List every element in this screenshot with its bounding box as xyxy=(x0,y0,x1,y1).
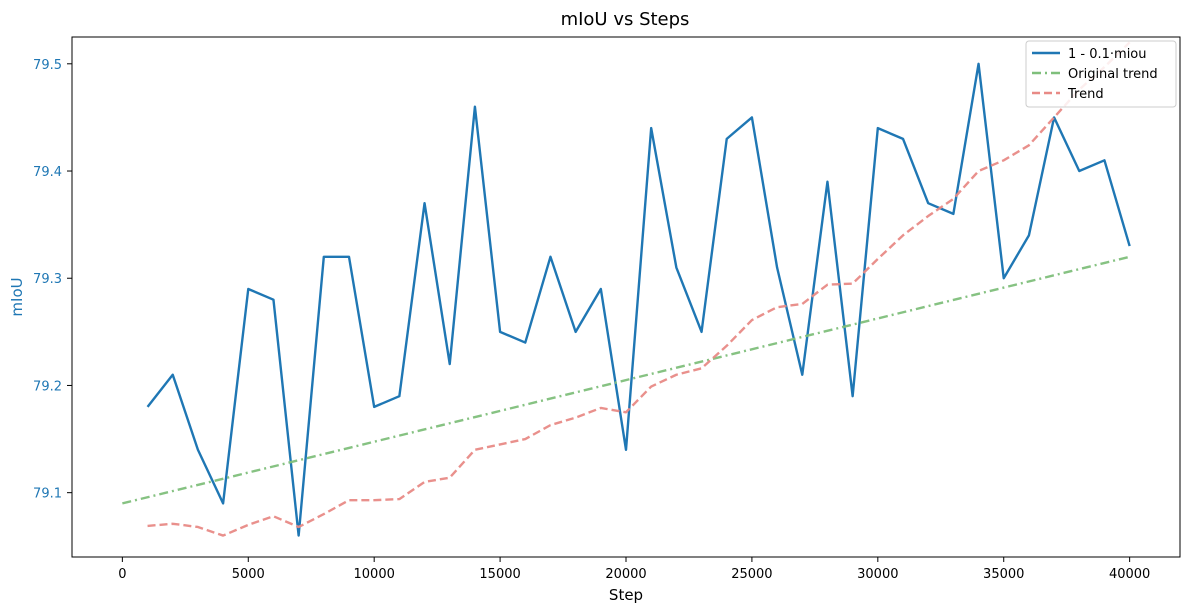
x-axis: 0 5000 10000 15000 20000 25000 30000 35000 40000 xyxy=(118,557,1150,582)
legend-label-trend: Trend xyxy=(1067,87,1104,102)
y-tick-label: 79.5 xyxy=(33,58,62,73)
x-tick-label: 0 xyxy=(118,567,126,582)
x-tick-label: 35000 xyxy=(983,567,1024,582)
legend: 1 - 0.1·miou Original trend Trend xyxy=(1025,40,1177,108)
series-line-original-trend xyxy=(122,255,1130,505)
series-line-1-0-1-miou xyxy=(146,62,1131,537)
x-axis-title: Step xyxy=(609,586,643,604)
legend-label-1-0-1-miou: 1 - 0.1·miou xyxy=(1068,47,1147,62)
x-tick-label: 25000 xyxy=(731,567,772,582)
legend-label-original-trend: Original trend xyxy=(1068,67,1158,82)
y-axis-title: mIoU xyxy=(8,277,26,316)
legend-box xyxy=(1025,40,1177,108)
y-axis: 79.1 79.2 79.3 79.4 79.5 xyxy=(33,58,72,502)
y-tick-label: 79.2 xyxy=(33,379,62,394)
chart-title: mIoU vs Steps xyxy=(561,9,690,30)
x-tick-label: 5000 xyxy=(232,567,265,582)
x-tick-label: 20000 xyxy=(605,567,646,582)
plot-area xyxy=(122,41,1131,537)
y-tick-label: 79.4 xyxy=(33,165,62,180)
x-tick-label: 30000 xyxy=(857,567,898,582)
y-tick-label: 79.3 xyxy=(33,272,62,287)
series-line-trend xyxy=(147,41,1131,537)
x-tick-label: 15000 xyxy=(479,567,520,582)
x-tick-label: 10000 xyxy=(354,567,395,582)
x-tick-label: 40000 xyxy=(1109,567,1150,582)
y-tick-label: 79.1 xyxy=(33,487,62,502)
